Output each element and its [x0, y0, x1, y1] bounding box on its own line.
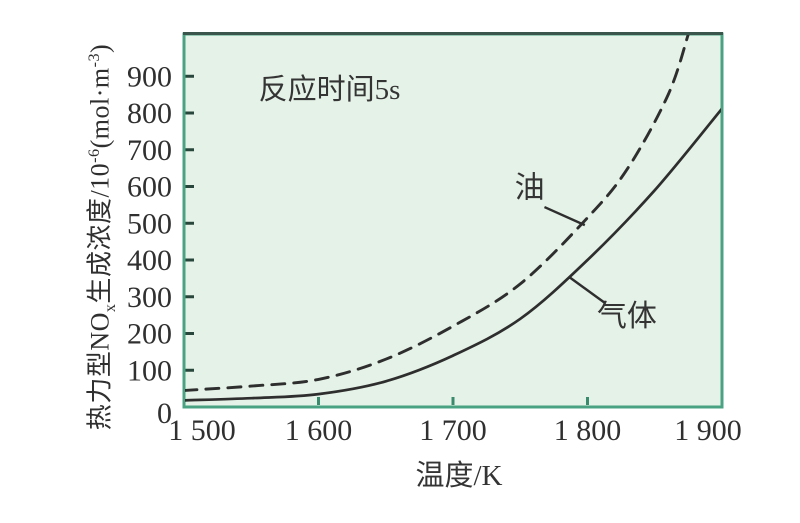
y-tick-label: 0 — [157, 397, 172, 430]
x-tick-label: 1 700 — [419, 414, 487, 447]
y-axis-title-segment: 热力型NO — [85, 312, 115, 431]
y-axis-title-segment: (mol·m — [85, 67, 115, 149]
oil-curve-label: 油 — [515, 172, 545, 205]
x-tick-label: 1 900 — [674, 414, 742, 447]
y-tick-label: 900 — [127, 60, 172, 93]
x-tick-label: 1 500 — [168, 414, 236, 447]
y-tick-label: 800 — [127, 97, 172, 130]
y-tick-label: 100 — [127, 354, 172, 387]
y-tick-label: 500 — [127, 207, 172, 240]
gas-curve-label: 气体 — [597, 300, 657, 333]
y-axis-title: 热力型NOx生成浓度/10-6(mol·m-3) — [77, 22, 119, 452]
oil-label-leader — [543, 205, 586, 227]
y-tick-label: 700 — [127, 134, 172, 167]
y-axis-title-segment: ) — [85, 43, 115, 53]
oil-curve — [185, 35, 690, 392]
reaction-time-annotation: 反应时间5s — [258, 74, 401, 106]
y-axis-title-segment: x — [101, 303, 119, 313]
y-axis-title-segment: -3 — [86, 52, 103, 68]
x-axis-title: 温度/K — [415, 460, 503, 492]
y-axis-title-segment: -6 — [86, 148, 103, 163]
y-tick-label: 300 — [127, 281, 172, 314]
x-tick-label: 1 800 — [554, 414, 622, 447]
y-tick-label: 200 — [127, 318, 172, 351]
y-tick-label: 600 — [127, 171, 172, 204]
gas-curve — [185, 107, 721, 402]
y-axis-title-segment: 生成浓度/10 — [85, 162, 115, 304]
plot-area — [182, 32, 724, 409]
y-tick-label: 400 — [127, 244, 172, 277]
x-tick-label: 1 600 — [285, 414, 353, 447]
gas-label-leader — [569, 276, 606, 304]
